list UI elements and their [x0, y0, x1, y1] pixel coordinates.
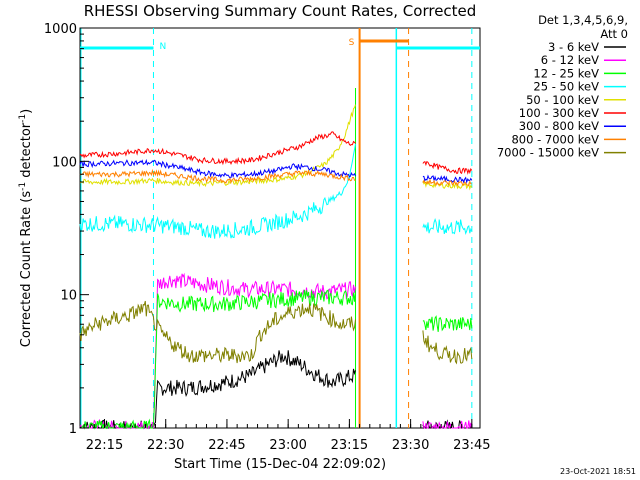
- legend-label: 800 - 7000 keV: [511, 132, 599, 146]
- legend-label: 300 - 800 keV: [519, 119, 599, 133]
- legend-label: 6 - 12 keV: [541, 53, 599, 67]
- series-line-800-7000keV: [79, 168, 356, 185]
- x-axis-label: Start Time (15-Dec-04 22:09:02): [174, 457, 386, 472]
- legend-label: 100 - 300 keV: [519, 106, 599, 120]
- x-tick-label: 23:00: [269, 438, 306, 453]
- chart-title: RHESSI Observing Summary Count Rates, Co…: [84, 2, 477, 20]
- series-line-6-12keV: [79, 272, 356, 430]
- series-line-12-25keV: [422, 315, 473, 332]
- legend-label: 7000 - 15000 keV: [497, 146, 599, 160]
- x-tick-label: 22:30: [147, 438, 184, 453]
- series-line-800-7000keV: [422, 177, 472, 187]
- series-line-100-300keV: [422, 160, 473, 175]
- plot-frame: [79, 27, 481, 429]
- series-line-300-800keV: [79, 158, 356, 179]
- series-line-6-12keV: [422, 420, 473, 430]
- series-line-25-50keV: [79, 143, 356, 239]
- legend-label: 12 - 25 keV: [533, 66, 599, 80]
- x-tick-label: 22:15: [86, 438, 123, 453]
- y-tick-label: 1: [69, 422, 77, 437]
- series-line-7000-15000keV: [422, 330, 473, 365]
- legend-header-line-2: Att 0: [600, 27, 628, 41]
- y-tick-label: 100: [52, 155, 77, 170]
- y-tick-label: 1000: [44, 22, 77, 37]
- series-line-100-300keV: [79, 131, 356, 166]
- legend-label: 50 - 100 keV: [526, 93, 599, 107]
- series-line-25-50keV: [422, 218, 473, 235]
- x-tick-label: 22:45: [208, 438, 245, 453]
- night-flag-label: N: [159, 42, 166, 52]
- saa-flag-label: S: [349, 38, 355, 48]
- x-tick-label: 23:15: [331, 438, 368, 453]
- x-tick-label: 23:30: [392, 438, 429, 453]
- footer-timestamp: 23-Oct-2021 18:51: [560, 467, 636, 476]
- y-tick-label: 10: [60, 289, 77, 304]
- y-axis-label: Corrected Count Rate (s-1 detector-1): [18, 109, 34, 347]
- legend-header-line-1: Det 1,3,4,5,6,9,: [538, 13, 628, 27]
- series-line-7000-15000keV: [79, 300, 356, 364]
- series-line-300-800keV: [422, 174, 473, 184]
- legend-label: 25 - 50 keV: [533, 80, 599, 94]
- series-line-50-100keV: [422, 180, 473, 191]
- legend-label: 3 - 6 keV: [548, 40, 599, 54]
- x-tick-label: 23:45: [453, 438, 490, 453]
